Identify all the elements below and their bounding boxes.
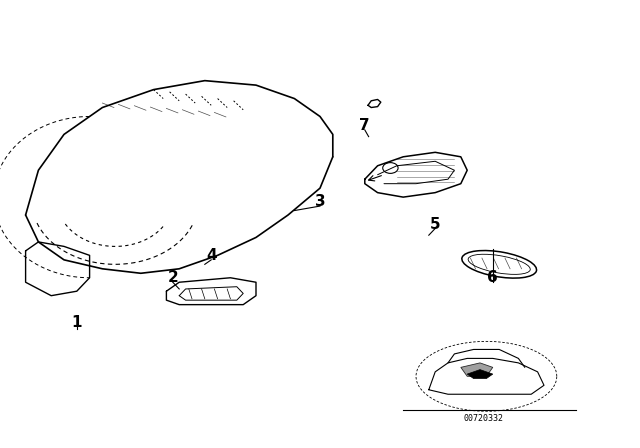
Text: 7: 7	[360, 118, 370, 133]
Text: 3: 3	[315, 194, 325, 209]
Polygon shape	[467, 370, 493, 379]
Text: 6: 6	[488, 270, 498, 285]
Text: 5: 5	[430, 216, 440, 232]
Text: 4: 4	[206, 248, 216, 263]
Text: 00720332: 00720332	[463, 414, 503, 423]
Polygon shape	[461, 363, 493, 376]
Text: 2: 2	[168, 270, 178, 285]
Text: 1: 1	[72, 315, 82, 330]
